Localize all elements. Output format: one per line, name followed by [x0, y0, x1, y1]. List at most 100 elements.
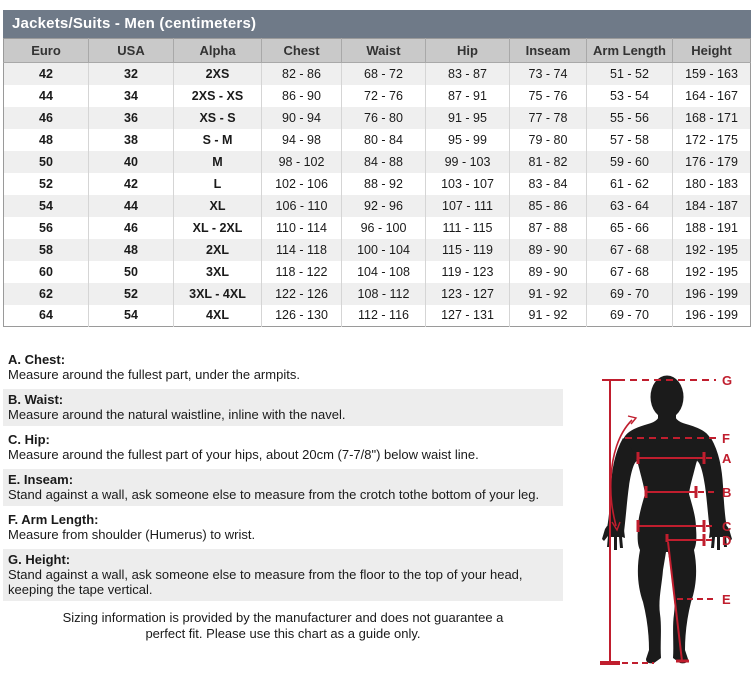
size-cell: L [173, 172, 262, 195]
measurement-label: G. Height: [8, 552, 71, 567]
size-cell: 122 - 126 [261, 282, 342, 305]
size-cell: 192 - 195 [672, 260, 751, 283]
measurement-lines [600, 379, 716, 665]
table-row: 48 38 S - M 94 - 98 80 - 84 95 - 99 79 - 80 57 … [4, 128, 751, 151]
size-cell: 91 - 92 [509, 282, 587, 305]
measurement-label: E. Inseam: [8, 472, 74, 487]
size-cell: 32 [88, 62, 174, 85]
size-cell: 102 - 106 [261, 172, 342, 195]
measurement-label: B. Waist: [8, 392, 64, 407]
table-row: 64 54 4XL 126 - 130 112 - 116 127 - 131 91 - 9… [4, 304, 751, 327]
size-cell: 72 - 76 [341, 84, 426, 107]
size-cell: 53 - 54 [586, 84, 673, 107]
size-cell: 69 - 70 [586, 304, 673, 327]
size-cell: 96 - 100 [341, 216, 426, 239]
column-header-hip: Hip [425, 38, 510, 63]
size-cell: 98 - 102 [261, 150, 342, 173]
size-cell: 55 - 56 [586, 106, 673, 129]
size-cell: 90 - 94 [261, 106, 342, 129]
size-cell: 89 - 90 [509, 260, 587, 283]
size-cell: 73 - 74 [509, 62, 587, 85]
column-header-euro: Euro [3, 38, 89, 63]
size-table-body: 42 32 2XS 82 - 86 68 - 72 83 - 87 73 - 74 51 - … [3, 62, 751, 327]
figure-label-b: B [722, 485, 731, 500]
measurement-label: A. Chest: [8, 352, 66, 367]
size-cell: 92 - 96 [341, 194, 426, 217]
size-cell: 3XL - 4XL [173, 282, 262, 305]
table-row: 52 42 L 102 - 106 88 - 92 103 - 107 83 - 84 61 … [4, 172, 751, 195]
size-cell: 67 - 68 [586, 238, 673, 261]
size-cell: 54 [3, 194, 89, 217]
measurement-label: F. Arm Length: [8, 512, 99, 527]
size-cell: 75 - 76 [509, 84, 587, 107]
body-silhouette-diagram: G F A B C D E [600, 373, 732, 665]
size-cell: 48 [39, 132, 53, 147]
table-row: 46 36 XS - S 90 - 94 76 - 80 91 - 95 77 - 78 55… [3, 106, 751, 129]
size-cell: 50 [3, 150, 89, 173]
measurement-block-inseam: E. Inseam: Stand against a wall, ask som… [3, 469, 563, 506]
size-cell: 159 - 163 [672, 62, 751, 85]
size-cell: 103 - 107 [425, 172, 510, 195]
column-header-usa: USA [88, 38, 174, 63]
table-row: 50 40 M 98 - 102 84 - 88 99 - 103 81 - 82 59 - … [3, 150, 751, 173]
size-chart-page: Jackets/Suits - Men (centimeters) Euro U… [0, 10, 754, 687]
size-cell: 44 [39, 88, 53, 103]
figure-label-a: A [722, 451, 732, 466]
size-cell: 94 - 98 [261, 128, 342, 151]
table-row: 54 44 XL 106 - 110 92 - 96 107 - 111 85 - 86 63… [3, 194, 751, 217]
measurement-text: Stand against a wall, ask someone else t… [8, 567, 523, 597]
size-cell: 3XL [173, 260, 262, 283]
size-cell: 56 [39, 220, 53, 235]
measurement-figure: G F A B C D E [592, 360, 754, 680]
measurement-text: Measure around the fullest part of your … [8, 447, 479, 462]
table-row: 62 52 3XL - 4XL 122 - 126 108 - 112 123 - 127… [3, 282, 751, 305]
size-cell: 61 - 62 [586, 172, 673, 195]
size-cell: 188 - 191 [672, 216, 751, 239]
size-cell: 104 - 108 [341, 260, 426, 283]
size-cell: 52 [88, 282, 174, 305]
size-cell: 91 - 95 [425, 106, 510, 129]
measurement-label: C. Hip: [8, 432, 50, 447]
size-cell: 68 - 72 [341, 62, 426, 85]
size-cell: 118 - 122 [261, 260, 342, 283]
measurement-text: Measure from shoulder (Humerus) to wrist… [8, 527, 256, 542]
man-silhouette-icon [602, 375, 732, 664]
size-cell: 119 - 123 [425, 260, 510, 283]
size-cell: XS - S [173, 106, 262, 129]
size-cell: 184 - 187 [672, 194, 751, 217]
size-cell: 114 - 118 [261, 238, 342, 261]
size-cell: 192 - 195 [672, 238, 751, 261]
size-cell: 76 - 80 [341, 106, 426, 129]
size-cell: 111 - 115 [425, 216, 510, 239]
size-cell: 99 - 103 [425, 150, 510, 173]
size-cell: 172 - 175 [672, 128, 751, 151]
size-cell: 62 [3, 282, 89, 305]
size-cell: 65 - 66 [586, 216, 673, 239]
size-cell: 86 - 90 [261, 84, 342, 107]
column-header-inseam: Inseam [509, 38, 587, 63]
figure-label-d: D [722, 533, 731, 548]
column-header-alpha: Alpha [173, 38, 262, 63]
size-cell: 64 [39, 308, 53, 323]
size-cell: 48 [88, 238, 174, 261]
size-cell: 123 - 127 [425, 282, 510, 305]
size-cell: 42 [3, 62, 89, 85]
column-header-waist: Waist [341, 38, 426, 63]
size-cell: 52 [39, 176, 53, 191]
page-title: Jackets/Suits - Men (centimeters) [3, 10, 751, 38]
table-header-row: Euro USA Alpha Chest Waist Hip Inseam Ar… [3, 38, 751, 63]
size-cell: 51 - 52 [586, 62, 673, 85]
measurement-text: Measure around the natural waistline, in… [8, 407, 346, 422]
column-header-height: Height [672, 38, 751, 63]
size-cell: 115 - 119 [425, 238, 510, 261]
size-cell: 2XS [173, 62, 262, 85]
waist-measure-line [644, 486, 716, 498]
size-cell: 50 [88, 260, 174, 283]
table-row: 56 46 XL - 2XL 110 - 114 96 - 100 111 - 115 87… [4, 216, 751, 239]
size-cell: 83 - 84 [509, 172, 587, 195]
size-cell: 77 - 78 [509, 106, 587, 129]
size-cell: 38 [88, 128, 174, 151]
figure-label-c: C [722, 519, 732, 534]
size-table: Euro USA Alpha Chest Waist Hip Inseam Ar… [3, 38, 751, 327]
size-cell: 82 - 86 [261, 62, 342, 85]
